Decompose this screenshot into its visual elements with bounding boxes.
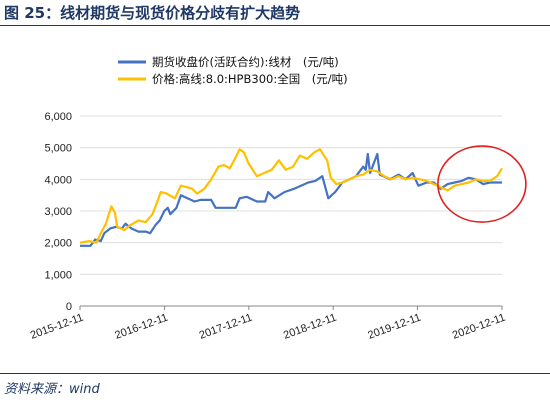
futures-price-line <box>80 152 502 247</box>
legend-label-futures: 期货收盘价(活跃合约):线材 (元/吨) <box>152 55 339 69</box>
annotation-layer <box>437 145 527 223</box>
highlight-circle <box>437 145 527 223</box>
y-tick-label: 4,000 <box>44 174 72 186</box>
legend-label-spot: 价格:高线:8.0:HPB300:全国 (元/吨) <box>152 72 348 86</box>
x-tick-label: 2018-12-11 <box>282 312 338 342</box>
grid-lines <box>80 115 502 307</box>
figure-title: 图 25：线材期货与现货价格分歧有扩大趋势 <box>4 4 301 22</box>
legend: 期货收盘价(活跃合约):线材 (元/吨) 价格:高线:8.0:HPB300:全国 … <box>118 55 348 86</box>
y-tick-label: 0 <box>66 301 72 313</box>
plot-area <box>79 148 503 247</box>
x-axis: 2015-12-11 2016-12-11 2017-12-11 2018-12-11… <box>29 306 507 342</box>
x-tick-label: 2020-12-11 <box>451 312 507 342</box>
x-tick-label: 2019-12-11 <box>366 312 422 342</box>
title-divider <box>0 25 550 26</box>
spot-price-line <box>79 148 503 244</box>
y-tick-label: 6,000 <box>44 111 72 123</box>
y-tick-label: 2,000 <box>44 238 72 250</box>
x-tick-label: 2017-12-11 <box>198 312 254 342</box>
x-tick-label: 2015-12-11 <box>29 312 85 342</box>
source-note: 资料来源：wind <box>4 382 100 397</box>
y-tick-label: 1,000 <box>44 269 72 281</box>
y-axis: 0 1,000 2,000 3,000 4,000 5,000 6,000 <box>44 111 72 313</box>
y-tick-label: 3,000 <box>44 206 72 218</box>
y-tick-label: 5,000 <box>44 143 72 155</box>
line-chart: 0 1,000 2,000 3,000 4,000 5,000 6,000 2015-12-… <box>29 55 527 342</box>
x-tick-label: 2016-12-11 <box>113 312 169 342</box>
footer-divider <box>0 373 550 374</box>
